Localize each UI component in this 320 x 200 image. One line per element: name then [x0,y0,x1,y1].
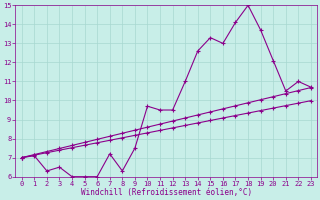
X-axis label: Windchill (Refroidissement éolien,°C): Windchill (Refroidissement éolien,°C) [81,188,252,197]
